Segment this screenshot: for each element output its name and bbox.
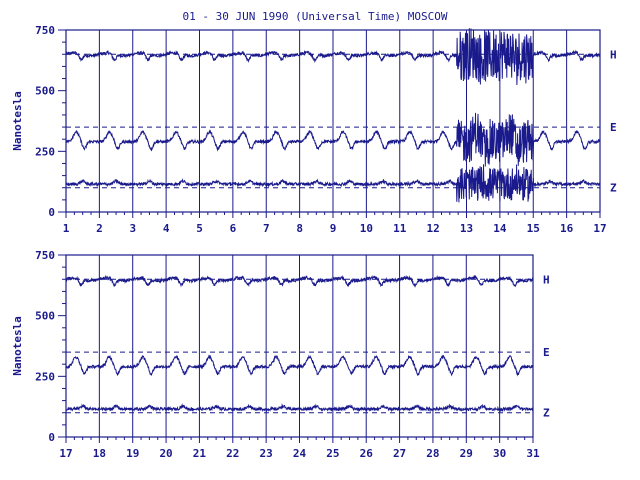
y-axis-label: Nanotesla — [11, 91, 24, 151]
component-label-Z: Z — [543, 407, 550, 420]
component-label-E: E — [610, 121, 617, 134]
y-tick-label: 750 — [35, 249, 55, 262]
x-tick-label: 2 — [96, 222, 103, 235]
x-tick-label: 19 — [126, 447, 139, 460]
trace-E — [65, 112, 601, 167]
x-tick-label: 28 — [426, 447, 439, 460]
x-tick-label: 30 — [493, 447, 506, 460]
x-tick-label: 1 — [63, 222, 70, 235]
x-tick-label: 18 — [93, 447, 106, 460]
x-tick-label: 20 — [159, 447, 172, 460]
x-tick-label: 5 — [196, 222, 203, 235]
x-tick-label: 24 — [293, 447, 307, 460]
trace-E — [65, 354, 534, 377]
x-tick-label: 14 — [493, 222, 507, 235]
x-tick-label: 8 — [296, 222, 303, 235]
component-label-H: H — [610, 48, 617, 61]
y-tick-label: 750 — [35, 24, 55, 37]
x-tick-label: 11 — [393, 222, 407, 235]
x-tick-label: 3 — [129, 222, 136, 235]
x-tick-label: 23 — [260, 447, 273, 460]
chart-title: 01 - 30 JUN 1990 (Universal Time) MOSCOW — [183, 10, 448, 23]
x-tick-label: 13 — [460, 222, 473, 235]
y-tick-label: 500 — [35, 85, 55, 98]
y-tick-label: 500 — [35, 310, 55, 323]
x-tick-label: 22 — [226, 447, 239, 460]
x-tick-label: 26 — [360, 447, 374, 460]
trace-Z — [65, 164, 601, 203]
panel-bottom: 0 250 500 750 Nanotesla 17 18 19 20 21 22 23 24 25 26 2… — [11, 249, 550, 460]
y-tick-label: 0 — [48, 206, 55, 219]
x-tick-label: 9 — [330, 222, 337, 235]
x-tick-label: 17 — [593, 222, 606, 235]
x-tick-label: 7 — [263, 222, 270, 235]
x-tick-label: 21 — [193, 447, 207, 460]
x-tick-label: 16 — [560, 222, 574, 235]
x-tick-label: 15 — [527, 222, 540, 235]
x-tick-label: 25 — [326, 447, 339, 460]
x-tick-label: 4 — [163, 222, 170, 235]
component-label-Z: Z — [610, 182, 617, 195]
y-axis-label: Nanotesla — [11, 316, 24, 376]
x-tick-label: 31 — [526, 447, 540, 460]
y-tick-label: 250 — [35, 370, 55, 383]
x-tick-label: 12 — [427, 222, 440, 235]
y-tick-label: 250 — [35, 145, 55, 158]
component-label-H: H — [543, 273, 550, 286]
x-tick-label: 17 — [59, 447, 72, 460]
x-tick-label: 6 — [230, 222, 237, 235]
y-tick-label: 0 — [48, 431, 55, 444]
x-tick-label: 27 — [393, 447, 406, 460]
x-tick-label: 29 — [460, 447, 473, 460]
trace-H — [65, 28, 601, 86]
x-tick-label: 10 — [360, 222, 373, 235]
trace-Z — [65, 403, 534, 413]
trace-H — [65, 274, 534, 288]
component-label-E: E — [543, 346, 550, 359]
